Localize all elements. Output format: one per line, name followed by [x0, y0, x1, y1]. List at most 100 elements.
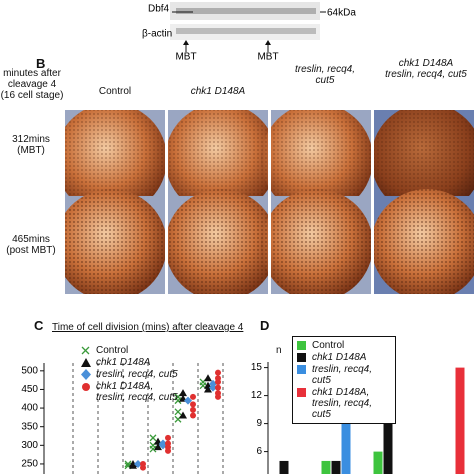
- legend-symbol: [81, 369, 91, 380]
- bar: [455, 367, 465, 474]
- column-header: chk1 D148A treslin, recq4, cut5: [385, 58, 467, 80]
- embryo-cells: [65, 189, 167, 294]
- embryo-cells: [165, 110, 277, 215]
- y-tick-label: 6: [256, 446, 262, 457]
- point: [174, 408, 182, 416]
- legend-label: chk1 D148A: [312, 352, 367, 363]
- arrowhead: [265, 40, 271, 45]
- legend-label: chk1 D148A: [96, 357, 151, 368]
- point: [204, 385, 212, 393]
- column-header: chk1 D148A: [190, 86, 246, 97]
- legend-label: treslin, recq4, cut5: [312, 364, 373, 386]
- legend-entry: Control: [80, 345, 180, 356]
- embryo-cells: [371, 110, 474, 215]
- embryo-grid: [65, 110, 474, 294]
- legend: Control chk1 D148A treslin, recq4, cut5 chk…: [292, 336, 396, 424]
- embryo-cells: [165, 189, 277, 294]
- legend-label: Control: [96, 345, 129, 356]
- row-label: 465mins (post MBT): [6, 234, 56, 256]
- point: [190, 401, 196, 408]
- legend-entry: chk1 D148A, treslin, recq4, cut5: [296, 387, 392, 420]
- legend-symbol: [297, 341, 306, 350]
- column-header: treslin, recq4, cut5: [294, 64, 356, 86]
- legend-label: treslin, recq4, cut5: [96, 369, 178, 380]
- y-tick-label: 15: [251, 362, 263, 373]
- bar: [373, 451, 383, 474]
- point: [179, 389, 187, 397]
- y-tick-label: 250: [21, 459, 38, 470]
- legend-marker: [81, 358, 91, 367]
- point: [215, 384, 221, 391]
- stage-marker: MBT: [175, 52, 196, 63]
- column-header: Control: [98, 86, 132, 97]
- embryo-cells: [261, 110, 373, 215]
- panel-label: D: [260, 318, 270, 333]
- point: [134, 459, 142, 468]
- point: [184, 396, 192, 405]
- point: [215, 393, 221, 400]
- point: [179, 411, 187, 419]
- y-tick-label: 300: [21, 440, 38, 451]
- point: [154, 443, 162, 451]
- blot-label: β-actin: [142, 29, 172, 40]
- legend-entry: Control: [296, 340, 392, 351]
- legend-marker: [297, 353, 306, 362]
- legend-marker: [81, 346, 90, 355]
- y-tick-label: 9: [256, 418, 262, 429]
- point: [165, 447, 171, 454]
- point: [215, 378, 221, 385]
- bar: [279, 460, 289, 474]
- y-tick-label: 12: [251, 390, 263, 401]
- point: [159, 441, 167, 450]
- blot-band: [176, 8, 316, 14]
- embryo-cells: [261, 189, 373, 294]
- legend-entry: treslin, recq4, cut5: [80, 369, 180, 380]
- arrowhead: [183, 40, 189, 45]
- legend: Control chk1 D148A treslin, recq4, cut5 chk…: [80, 344, 180, 404]
- point: [149, 445, 157, 453]
- point: [165, 434, 171, 441]
- legend-marker: [297, 388, 306, 397]
- point: [129, 461, 137, 469]
- blot-label: Dbf4: [148, 4, 170, 15]
- point: [190, 406, 196, 413]
- legend-entry: chk1 D148A: [80, 357, 180, 368]
- bar: [383, 423, 393, 474]
- point: [149, 434, 157, 442]
- blot-band: [176, 28, 316, 34]
- legend-symbol: [81, 358, 91, 367]
- legend-entry: chk1 D148A: [296, 352, 392, 363]
- panel-label: C: [34, 318, 44, 333]
- embryo-cells: [65, 110, 167, 215]
- point: [190, 393, 196, 400]
- point: [174, 397, 182, 405]
- point: [140, 464, 146, 471]
- plots: 250 300 350 400 450 500 6 9 12 15: [21, 362, 465, 474]
- legend-label: chk1 D148A, treslin, recq4, cut5: [96, 381, 178, 403]
- point: [190, 412, 196, 419]
- bar: [331, 460, 341, 474]
- legend-symbol: [81, 346, 90, 355]
- y-tick-label: 500: [21, 365, 38, 376]
- bar: [341, 414, 351, 474]
- legend-label: Control: [312, 340, 345, 351]
- legend-marker: [297, 341, 306, 350]
- bar: [321, 460, 331, 474]
- embryo-cells: [371, 189, 474, 294]
- legend-symbol: [297, 365, 306, 374]
- y-tick-label: 400: [21, 403, 38, 414]
- y-tick-label: 450: [21, 384, 38, 395]
- row-label: 312mins (MBT): [12, 134, 50, 156]
- y-axis-label: n: [276, 345, 282, 356]
- point: [215, 369, 221, 376]
- chart-title: Time of cell division (mins) after cleav…: [52, 322, 244, 333]
- row-header: minutes after cleavage 4 (16 cell stage): [0, 68, 64, 101]
- point: [209, 383, 217, 392]
- point: [204, 374, 212, 382]
- panel-label: B: [36, 56, 46, 71]
- size-marker: 64kDa: [327, 8, 356, 19]
- legend-marker: [297, 365, 306, 374]
- legend-symbol: [82, 383, 90, 391]
